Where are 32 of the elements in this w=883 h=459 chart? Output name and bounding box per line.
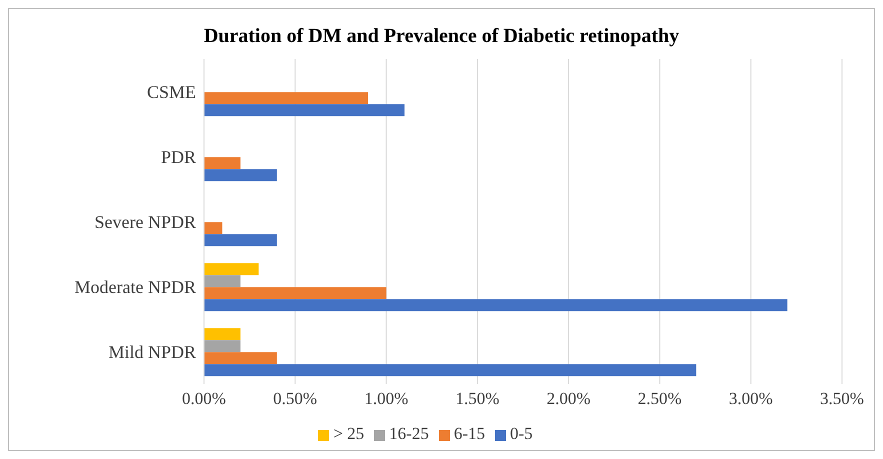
chart-title: Duration of DM and Prevalence of Diabetic retinopathy bbox=[202, 25, 680, 49]
y-tick-label: Severe NPDR bbox=[94, 212, 196, 232]
bar bbox=[204, 364, 696, 376]
legend-label: > 25 bbox=[333, 424, 364, 443]
x-tick-label: 2.50% bbox=[638, 389, 682, 408]
x-tick-label: 0.00% bbox=[182, 389, 226, 408]
x-tick-label: 3.00% bbox=[728, 389, 773, 408]
bar bbox=[204, 352, 277, 364]
y-tick-label: Moderate NPDR bbox=[74, 276, 196, 297]
legend-label: 6-15 bbox=[454, 424, 485, 443]
legend-label: 0-5 bbox=[510, 424, 533, 443]
x-tick-label: 2.00% bbox=[546, 389, 591, 408]
y-tick-label: CSME bbox=[146, 82, 196, 102]
bar bbox=[204, 234, 277, 246]
bar bbox=[204, 104, 405, 116]
legend-label: 16-25 bbox=[389, 424, 429, 443]
bar bbox=[204, 340, 240, 352]
x-tick-label: 0.50% bbox=[273, 389, 318, 408]
bar bbox=[204, 222, 222, 234]
bar bbox=[204, 328, 240, 340]
bar bbox=[204, 287, 386, 300]
bar bbox=[204, 92, 368, 104]
bar bbox=[204, 263, 259, 276]
y-tick-label: Mild NPDR bbox=[108, 342, 196, 362]
x-tick-label: 1.00% bbox=[364, 389, 408, 408]
y-tick-label: PDR bbox=[160, 146, 196, 167]
bar bbox=[204, 299, 788, 312]
bar bbox=[204, 157, 240, 170]
bar bbox=[204, 169, 277, 182]
x-tick-label: 1.50% bbox=[455, 389, 500, 408]
x-tick-label: 3.50% bbox=[820, 389, 864, 408]
bar bbox=[204, 275, 240, 288]
